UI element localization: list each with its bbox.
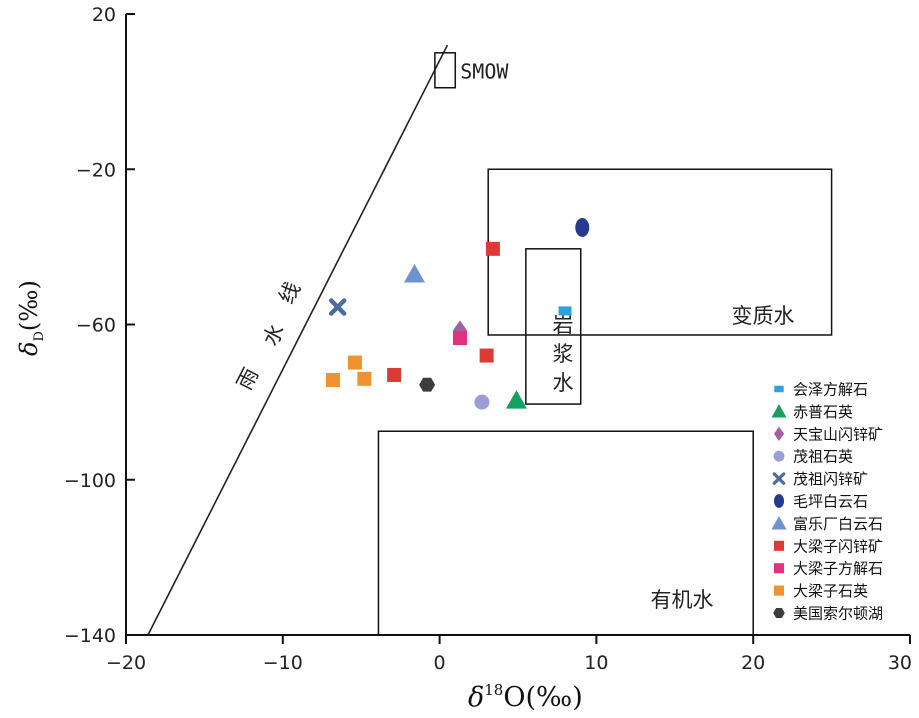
legend-marker [773,494,785,508]
y-tick-label: −100 [64,470,116,492]
x-axis-title-main: O(‰) [503,682,582,713]
magmatic-water-label-char: 水 [553,371,574,395]
smow-box [434,52,457,89]
data-point [474,394,490,410]
y-tick-label: −140 [64,625,116,647]
legend-label: 富乐厂白云石 [793,515,883,533]
x-tick-label: −20 [106,652,146,674]
x-axis-title: δ18O(‰) [468,681,583,713]
data-points [325,217,590,410]
data-point [387,367,402,382]
legend-marker [772,472,786,485]
meteoric-water-line: 雨水线 [147,44,449,636]
legend-label: 美国索尔顿湖 [793,605,883,623]
magmatic-water-label-char: 岩 [553,313,574,337]
organic-water-box [377,430,754,636]
legend-label: 会泽方解石 [793,381,868,399]
data-point [505,390,527,409]
y-axis-title-main: (‰) [15,280,43,331]
data-point [347,355,362,370]
data-point [325,373,340,388]
legend-marker [771,516,787,530]
x-axis-title-symbol: δ [468,682,484,713]
y-ticks: 20 −20 −60 −100 −140 [64,4,135,647]
legend-marker [773,426,785,441]
data-point [357,371,372,386]
svg-text:δD(‰): δD(‰) [15,280,47,356]
data-point [479,348,494,363]
x-tick-label: 20 [741,652,765,674]
x-ticks: −20 −10 0 10 20 30 [106,635,912,674]
legend-label: 大梁子石英 [793,582,868,600]
y-axis-title-symbol: δ [15,342,43,356]
metamorphic-water-label: 变质水 [732,304,795,328]
y-tick-label: −60 [76,315,116,337]
legend-marker [773,585,785,596]
smow-marker: SMOW [434,52,509,89]
x-tick-label: 30 [888,652,912,674]
magmatic-water-label-char: 浆 [553,342,574,366]
meteoric-water-line-label-char: 水 [258,320,289,350]
x-axis-title-superscript: 18 [484,681,503,699]
legend-marker [771,404,787,418]
magmatic-water-box [525,248,582,405]
y-tick-label: −20 [76,159,116,181]
legend-label: 毛坪白云石 [793,493,868,511]
data-point [558,306,572,316]
data-point [575,217,590,237]
x-tick-label: 10 [584,652,608,674]
y-axis-title-subscript: D [32,331,47,341]
legend-label: 赤普石英 [793,403,853,421]
legend-marker [773,608,785,618]
data-point [419,377,436,392]
legend-marker [774,385,784,393]
legend-marker [773,540,785,551]
data-point [328,298,347,316]
legend: 会泽方解石赤普石英天宝山闪锌矿茂祖石英茂祖闪锌矿毛坪白云石富乐厂白云石大梁子闪锌… [771,381,883,623]
meteoric-water-line-label-char: 雨 [232,364,263,394]
organic-water-label: 有机水 [651,588,714,612]
data-point [452,331,467,346]
data-point [404,264,426,283]
svg-text:δ18O(‰): δ18O(‰) [468,681,583,713]
legend-marker [773,563,785,574]
x-tick-label: 0 [434,652,446,674]
meteoric-water-line-path [147,44,449,636]
smow-label: SMOW [460,59,509,83]
legend-label: 天宝山闪锌矿 [793,425,883,443]
x-tick-label: −10 [263,652,303,674]
legend-label: 茂祖闪锌矿 [793,470,868,488]
data-point [485,241,500,256]
legend-label: 大梁子闪锌矿 [793,537,883,555]
y-axis-title: δD(‰) [15,280,47,356]
legend-label: 大梁子方解石 [793,560,883,578]
meteoric-water-line-label-char: 线 [274,278,305,308]
legend-marker [773,450,785,462]
y-tick-label: 20 [92,4,116,26]
legend-label: 茂祖石英 [793,448,853,466]
